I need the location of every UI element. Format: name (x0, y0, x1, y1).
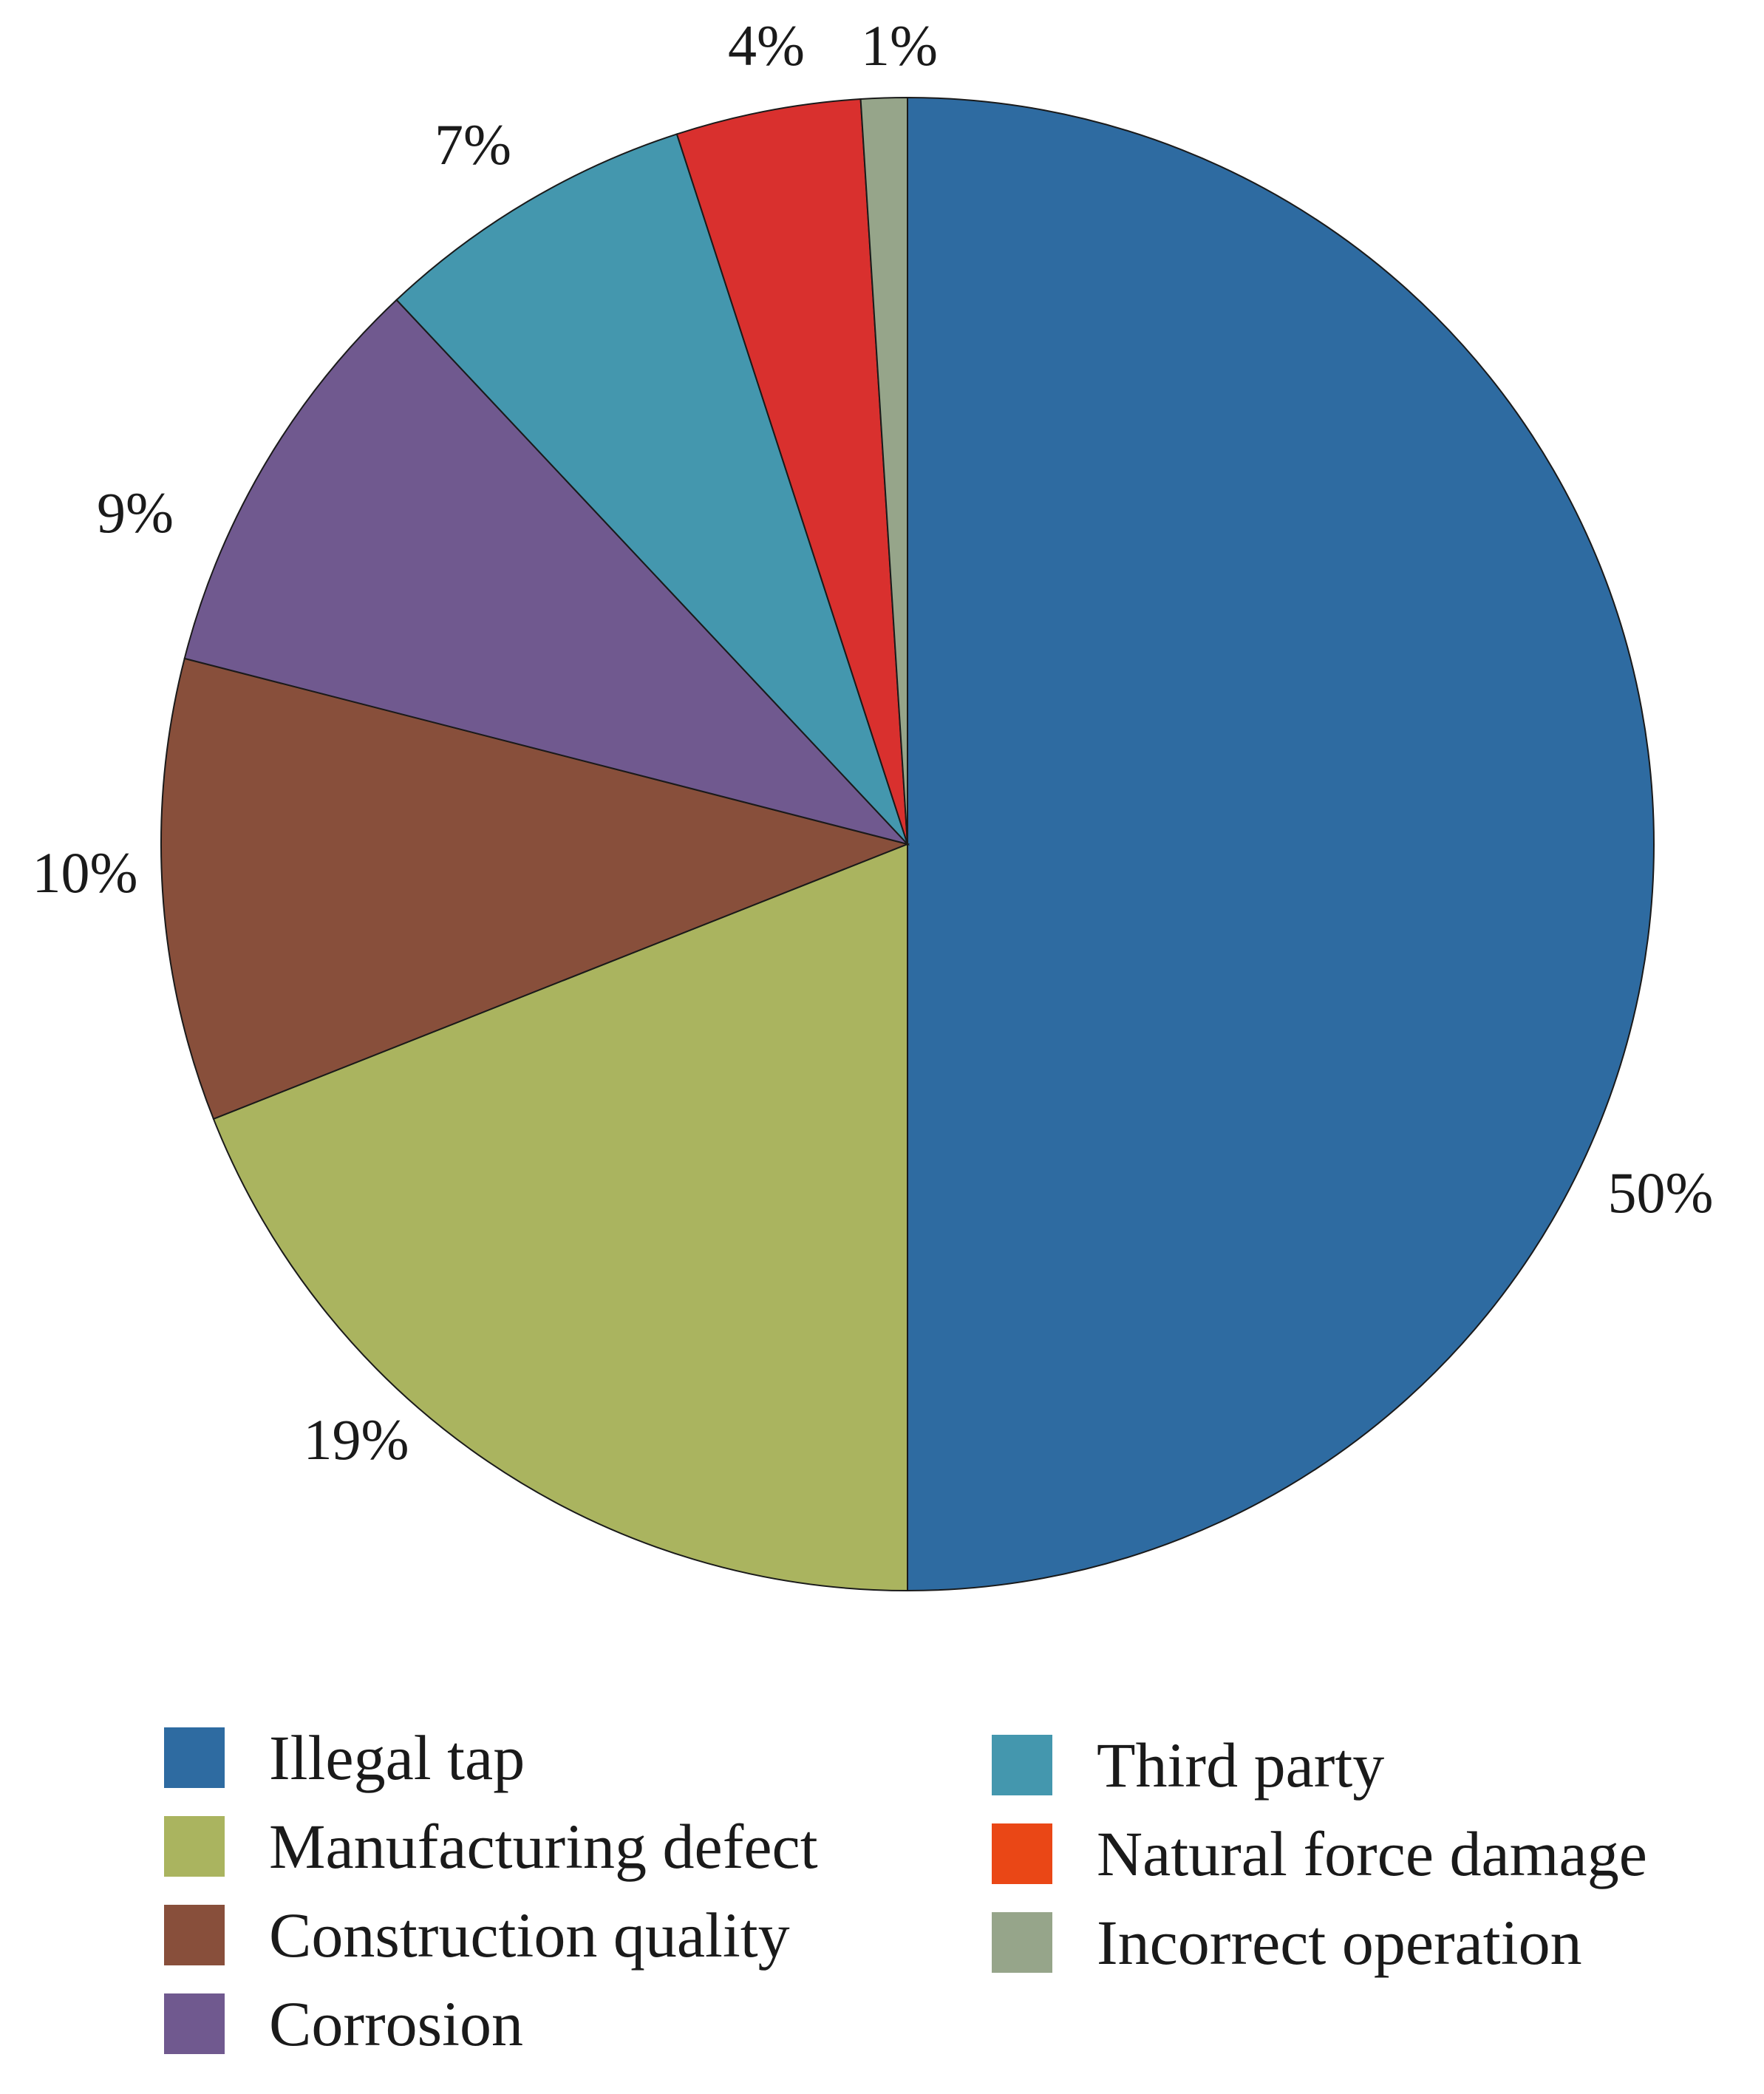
pie-slices (160, 96, 1655, 1592)
pie-slice-natural-force-damage (675, 98, 908, 845)
pie-value-labels: 50% 19% 10% 9% 7% 4% 1% (33, 13, 1714, 1472)
pie-slice-construction-quality (160, 657, 910, 1121)
slice-value-label: 19% (304, 1407, 409, 1472)
pie-slice-incorrect-operation (859, 96, 908, 845)
slice-value-label: 4% (728, 13, 805, 78)
pie-slice-third-party (395, 133, 908, 845)
slice-value-label: 50% (1608, 1160, 1714, 1225)
pie-slice-corrosion (183, 299, 910, 846)
pie-slice-illegal-tap (907, 96, 1655, 1592)
slice-value-label: 10% (33, 840, 138, 905)
slice-value-label: 1% (861, 13, 938, 78)
pie-slice-manufacturing-defect (212, 843, 908, 1592)
slice-value-label: 7% (435, 112, 511, 177)
slice-value-label: 9% (97, 480, 174, 545)
